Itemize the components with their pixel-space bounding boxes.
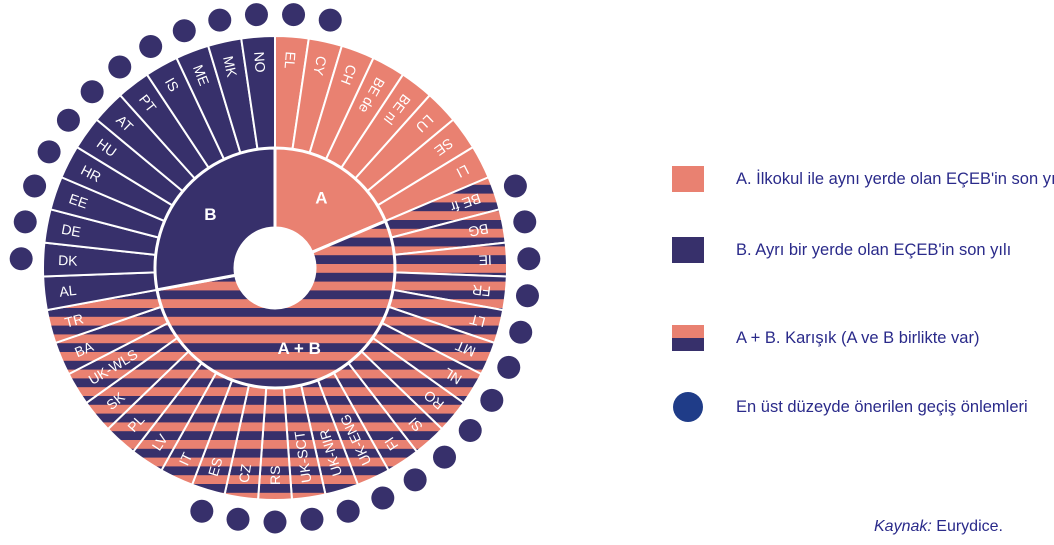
center-hole xyxy=(235,228,315,308)
legend-item-dot: En üst düzeyde önerilen geçiş önlemleri xyxy=(672,392,1054,422)
country-label-rs: RS xyxy=(267,466,283,485)
dot-mt xyxy=(497,355,521,379)
dot-pt xyxy=(108,55,132,79)
dot-dk xyxy=(9,247,33,271)
legend-label-a: A. İlkokul ile aynı yerde olan EÇEB'in s… xyxy=(736,169,1054,188)
source-note: Kaynak: Eurydice. xyxy=(874,518,1003,536)
legend-swatch-mixed xyxy=(672,325,704,351)
sector-label-b: B xyxy=(204,205,216,224)
country-label-bg: BG xyxy=(467,221,490,240)
source-name: Eurydice. xyxy=(936,518,1003,535)
dot-uk-nir xyxy=(336,499,360,523)
country-label-al: AL xyxy=(58,282,77,300)
dot-rs xyxy=(263,510,287,534)
legend-swatch-b xyxy=(672,237,704,263)
country-label-tr: TR xyxy=(63,310,85,330)
dot-cz xyxy=(226,507,250,531)
country-label-me: ME xyxy=(190,62,212,87)
country-label-ie: IE xyxy=(478,252,492,268)
dot-hr xyxy=(37,140,61,164)
dot-at xyxy=(80,80,104,104)
country-label-ba: BA xyxy=(72,338,96,360)
legend-dot-icon xyxy=(673,392,703,422)
country-label-uk-sct: UK-SCT xyxy=(291,430,314,484)
legend-label-dot: En üst düzeyde önerilen geçiş önlemleri xyxy=(736,397,1028,416)
source-prefix: Kaynak: xyxy=(874,518,932,535)
country-label-no: NO xyxy=(251,51,268,73)
dot-hu xyxy=(56,108,80,132)
dot-ee xyxy=(23,174,47,198)
dot-mk xyxy=(208,8,232,32)
dot-ie xyxy=(517,247,541,271)
dot-be-fr xyxy=(503,174,527,198)
dot-si xyxy=(432,445,456,469)
country-label-el: EL xyxy=(282,51,299,69)
country-label-cz: CZ xyxy=(235,463,254,484)
country-label-fr: FR xyxy=(471,282,491,300)
country-label-mt: MT xyxy=(453,337,478,360)
dot-nl xyxy=(480,388,504,412)
sector-label-a-plus-b: A + B xyxy=(278,339,321,358)
dot-lt xyxy=(509,320,533,344)
dot-no xyxy=(244,3,268,27)
dot-me xyxy=(172,19,196,43)
country-label-ee: EE xyxy=(67,190,90,211)
dot-cy xyxy=(318,8,342,32)
dot-el xyxy=(282,3,306,27)
country-label-cy: CY xyxy=(310,54,330,77)
dot-es xyxy=(190,499,214,523)
dot-bg xyxy=(513,210,537,234)
country-label-ch: CH xyxy=(338,62,360,87)
dot-uk-eng xyxy=(371,486,395,510)
country-label-mk: MK xyxy=(220,54,240,79)
legend-item-a: A. İlkokul ile aynı yerde olan EÇEB'in s… xyxy=(672,166,1054,192)
legend-label-mixed: A + B. Karışık (A ve B birlikte var) xyxy=(736,328,980,347)
legend: A. İlkokul ile aynı yerde olan EÇEB'in s… xyxy=(672,0,1054,545)
dot-is xyxy=(139,34,163,58)
country-label-de: DE xyxy=(60,221,82,240)
legend-item-b: B. Ayrı bir yerde olan EÇEB'in son yılı xyxy=(672,237,1054,263)
legend-item-mixed: A + B. Karışık (A ve B birlikte var) xyxy=(672,325,1054,351)
country-label-dk: DK xyxy=(58,252,79,269)
country-label-lt: LT xyxy=(468,311,487,330)
dot-de xyxy=(13,210,37,234)
country-label-es: ES xyxy=(205,456,226,479)
legend-label-b: B. Ayrı bir yerde olan EÇEB'in son yılı xyxy=(736,240,1012,259)
dot-ro xyxy=(458,418,482,442)
legend-swatch-a xyxy=(672,166,704,192)
dot-uk-sct xyxy=(300,507,324,531)
sector-label-a: A xyxy=(315,188,327,207)
dot-fr xyxy=(515,284,539,308)
dot-fi xyxy=(403,468,427,492)
